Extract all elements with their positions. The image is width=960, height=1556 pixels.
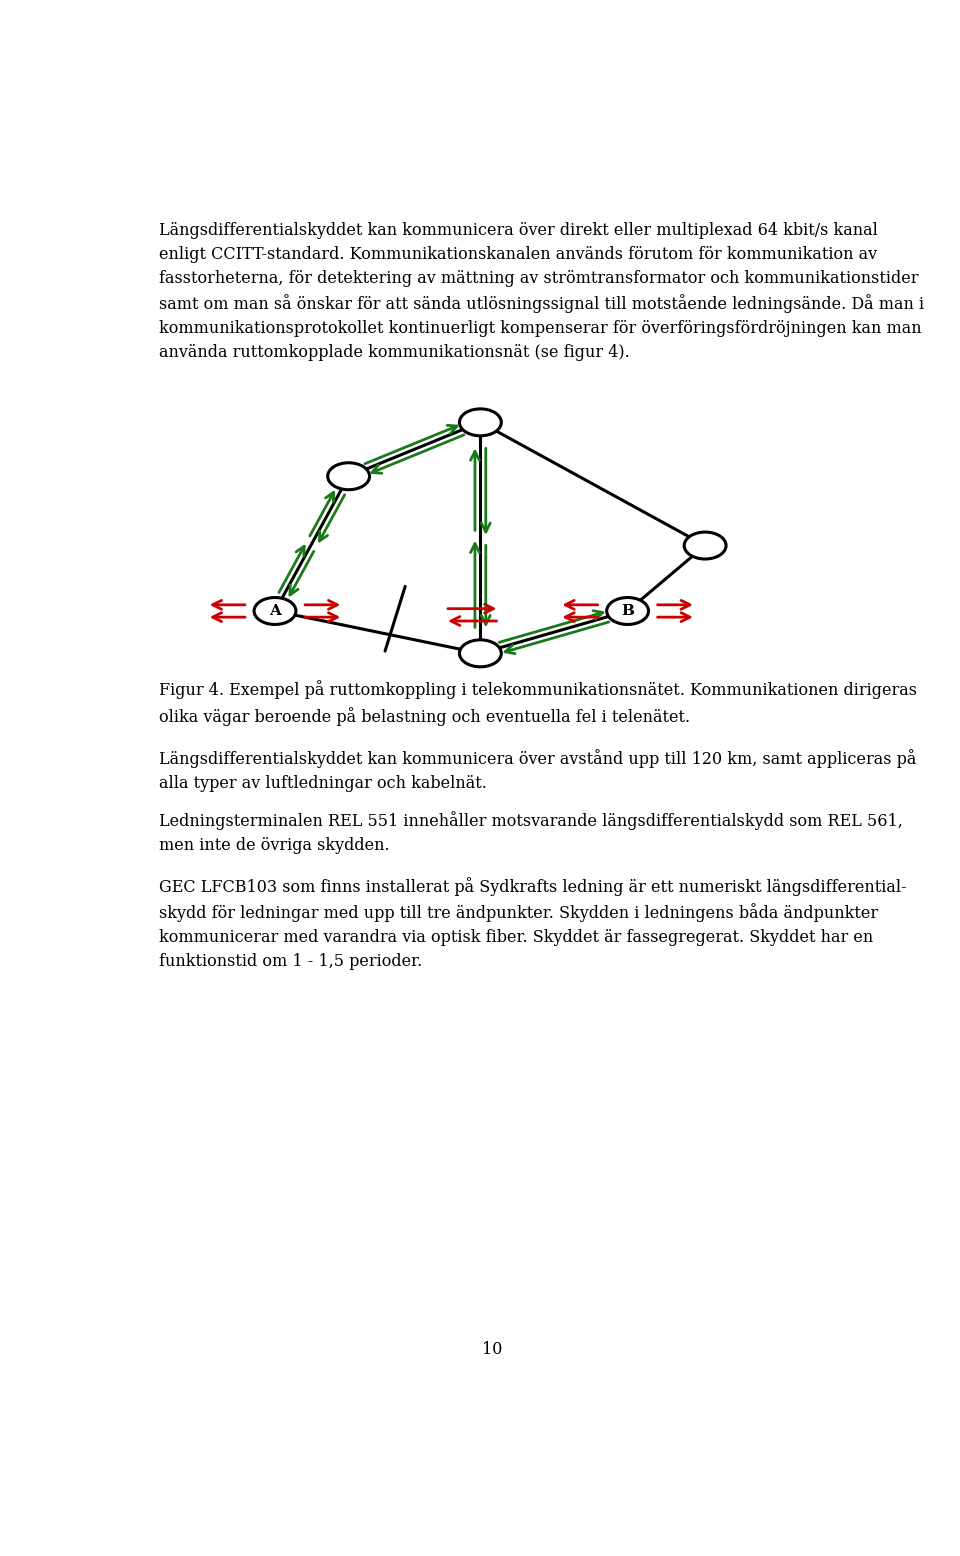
Text: 10: 10 — [482, 1341, 502, 1358]
Ellipse shape — [254, 598, 296, 624]
Text: Längsdifferentialskyddet kan kommunicera över direkt eller multiplexad 64 kbit/s: Längsdifferentialskyddet kan kommunicera… — [158, 223, 924, 361]
Ellipse shape — [684, 532, 726, 559]
Text: Figur 4. Exempel på ruttomkoppling i telekommunikationsnätet. Kommunikationen di: Figur 4. Exempel på ruttomkoppling i tel… — [158, 680, 917, 725]
Text: Ledningsterminalen REL 551 innehåller motsvarande längsdifferentialskydd som REL: Ledningsterminalen REL 551 innehåller mo… — [158, 811, 902, 854]
Ellipse shape — [460, 409, 501, 436]
Ellipse shape — [327, 462, 370, 490]
Text: B: B — [621, 604, 635, 618]
Ellipse shape — [607, 598, 649, 624]
Text: A: A — [269, 604, 281, 618]
Text: Längsdifferentialskyddet kan kommunicera över avstånd upp till 120 km, samt appl: Längsdifferentialskyddet kan kommunicera… — [158, 750, 916, 792]
Ellipse shape — [460, 640, 501, 668]
Text: GEC LFCB103 som finns installerat på Sydkrafts ledning är ett numeriskt längsdif: GEC LFCB103 som finns installerat på Syd… — [158, 876, 906, 969]
